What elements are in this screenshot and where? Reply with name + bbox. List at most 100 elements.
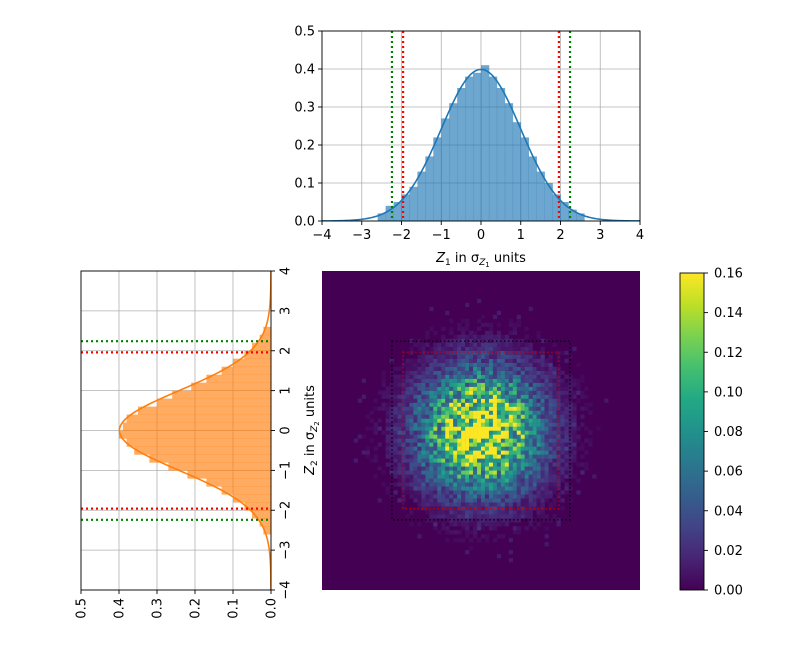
heatmap-cell: [425, 434, 430, 439]
heatmap-cell: [504, 446, 510, 451]
heatmap-cell: [473, 474, 478, 479]
heatmap-cell: [548, 402, 553, 407]
heatmap-cell: [584, 406, 589, 411]
heatmap-cell: [516, 390, 521, 395]
heatmap-cell: [520, 374, 525, 379]
heatmap-cell: [504, 342, 510, 347]
heatmap-cell: [429, 514, 434, 519]
heatmap-cell: [405, 458, 410, 463]
heatmap-cell: [441, 442, 446, 447]
heatmap-cell: [397, 430, 402, 435]
heatmap-cell: [520, 446, 525, 451]
heatmap-cell: [389, 470, 394, 475]
heatmap-cell: [381, 406, 386, 411]
heatmap-cell: [469, 466, 474, 471]
heatmap-cell: [449, 482, 454, 487]
left-x-tick-label: 0.2: [189, 598, 204, 619]
heatmap-cell: [377, 390, 382, 395]
heatmap-cell: [516, 370, 521, 375]
heatmap-cell: [548, 490, 553, 495]
heatmap-cell: [457, 378, 462, 383]
heatmap-cell: [401, 418, 406, 423]
heatmap-cell: [500, 334, 506, 339]
heatmap-cell: [500, 478, 506, 483]
heatmap-cell: [564, 458, 569, 463]
heatmap-cell: [393, 406, 398, 411]
heatmap-cell: [516, 510, 521, 515]
heatmap-cell: [461, 458, 466, 463]
heatmap-cell: [437, 514, 442, 519]
heatmap-cell: [500, 406, 506, 411]
heatmap-cell: [409, 414, 414, 419]
heatmap-cell: [536, 330, 541, 335]
heatmap-cell: [385, 422, 390, 427]
heatmap-cell: [544, 434, 549, 439]
heatmap-cell: [492, 394, 498, 399]
left-hist-bar: [206, 478, 271, 487]
heatmap-cell: [437, 502, 442, 507]
heatmap-cell: [441, 402, 446, 407]
heatmap-cell: [401, 422, 406, 427]
heatmap-cell: [409, 434, 414, 439]
heatmap-cell: [528, 518, 533, 523]
heatmap-cell: [584, 426, 589, 431]
heatmap-cell: [548, 482, 553, 487]
heatmap-cell: [449, 518, 454, 523]
heatmap-cell: [528, 394, 533, 399]
heatmap-cell: [548, 454, 553, 459]
heatmap-cell: [481, 526, 486, 531]
heatmap-cell: [457, 502, 462, 507]
top-hist-bar: [457, 88, 466, 221]
heatmap-cell: [377, 418, 382, 423]
heatmap-cell: [469, 330, 474, 335]
heatmap-cell: [492, 430, 498, 435]
heatmap-cell: [445, 386, 450, 391]
heatmap-cell: [473, 354, 478, 359]
heatmap-cell: [389, 462, 394, 467]
heatmap-cell: [520, 434, 525, 439]
heatmap-cell: [496, 442, 502, 447]
heatmap-cell: [417, 446, 422, 451]
heatmap-cell: [500, 394, 506, 399]
heatmap-cell: [401, 402, 406, 407]
heatmap-cell: [465, 378, 470, 383]
heatmap-cell: [473, 446, 478, 451]
heatmap-cell: [457, 418, 462, 423]
heatmap-cell: [540, 422, 545, 427]
heatmap-cell: [580, 462, 585, 467]
heatmap-cell: [552, 370, 557, 375]
heatmap-cell: [481, 370, 486, 375]
heatmap-cell: [552, 490, 557, 495]
heatmap-cell: [465, 482, 470, 487]
heatmap-cell: [477, 398, 482, 403]
heatmap-cell: [433, 410, 438, 415]
heatmap-cell: [425, 330, 430, 335]
heatmap-cell: [536, 446, 541, 451]
heatmap-cell: [477, 526, 482, 531]
heatmap-cell: [524, 354, 529, 359]
heatmap-cell: [536, 350, 541, 355]
heatmap-cell: [484, 514, 490, 519]
heatmap-cell: [413, 402, 418, 407]
heatmap-cell: [477, 482, 482, 487]
top-hist-bar: [536, 171, 545, 221]
heatmap-cell: [477, 502, 482, 507]
heatmap-cell: [540, 430, 545, 435]
heatmap-cell: [520, 498, 525, 503]
heatmap-cell: [536, 398, 541, 403]
heatmap-cell: [516, 410, 521, 415]
heatmap-cell: [536, 394, 541, 399]
heatmap-cell: [548, 478, 553, 483]
heatmap-cell: [500, 418, 506, 423]
heatmap-cell: [445, 310, 450, 316]
heatmap-cell: [484, 398, 490, 403]
heatmap-cell: [477, 410, 482, 415]
heatmap-cell: [441, 370, 446, 375]
heatmap-cell: [429, 346, 434, 351]
heatmap-cell: [373, 406, 378, 411]
heatmap-cell: [544, 466, 549, 471]
heatmap-cell: [532, 378, 537, 383]
heatmap-cell: [492, 514, 498, 519]
heatmap-cell: [500, 470, 506, 475]
heatmap-cell: [409, 426, 414, 431]
